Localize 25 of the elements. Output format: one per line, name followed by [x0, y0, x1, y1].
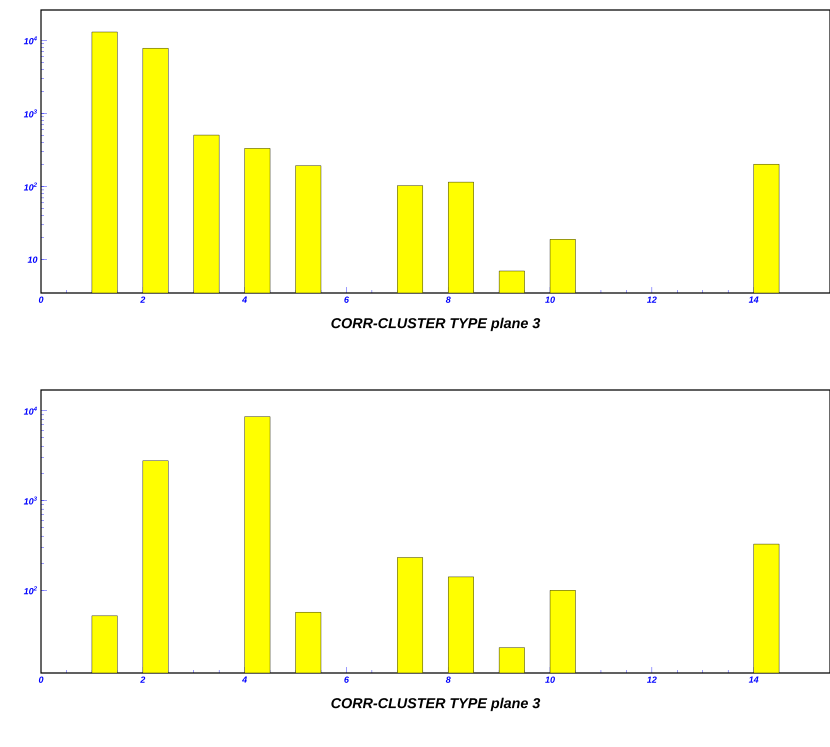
y-tick-label: 10$^{2}$ [24, 586, 37, 594]
x-tick-label: 10 [545, 676, 555, 683]
x-tick-label: 4 [242, 676, 247, 683]
x-tick-label: 4 [242, 296, 247, 303]
x-tick-label: 14 [748, 296, 758, 303]
x-tick-label: 6 [344, 296, 349, 303]
y-tick-label: 10$^{2}$ [24, 182, 37, 191]
x-tick-label: 0 [38, 296, 44, 303]
x-tick-label: 12 [647, 296, 657, 303]
x-axis-title: CORR-CLUSTER TYPE plane 3 [331, 698, 540, 712]
y-tick-label: 10$^{4}$ [24, 36, 37, 44]
x-tick-label: 0 [38, 676, 44, 683]
y-tick-label: 10 [28, 256, 38, 263]
x-tick-label: 2 [140, 296, 146, 303]
y-tick-label: 10$^{3}$ [24, 496, 37, 505]
x-tick-label: 14 [748, 676, 758, 683]
x-tick-label: 10 [545, 296, 555, 303]
x-axis-title: CORR-CLUSTER TYPE plane 3 [331, 318, 540, 332]
y-tick-label: 10$^{4}$ [24, 406, 37, 415]
y-tick-label: 10$^{3}$ [24, 109, 37, 118]
x-tick-label: 6 [344, 676, 349, 683]
x-tick-label: 12 [647, 676, 657, 683]
x-tick-label: 8 [446, 296, 451, 303]
x-tick-label: 2 [140, 676, 146, 683]
x-tick-label: 8 [446, 676, 451, 683]
